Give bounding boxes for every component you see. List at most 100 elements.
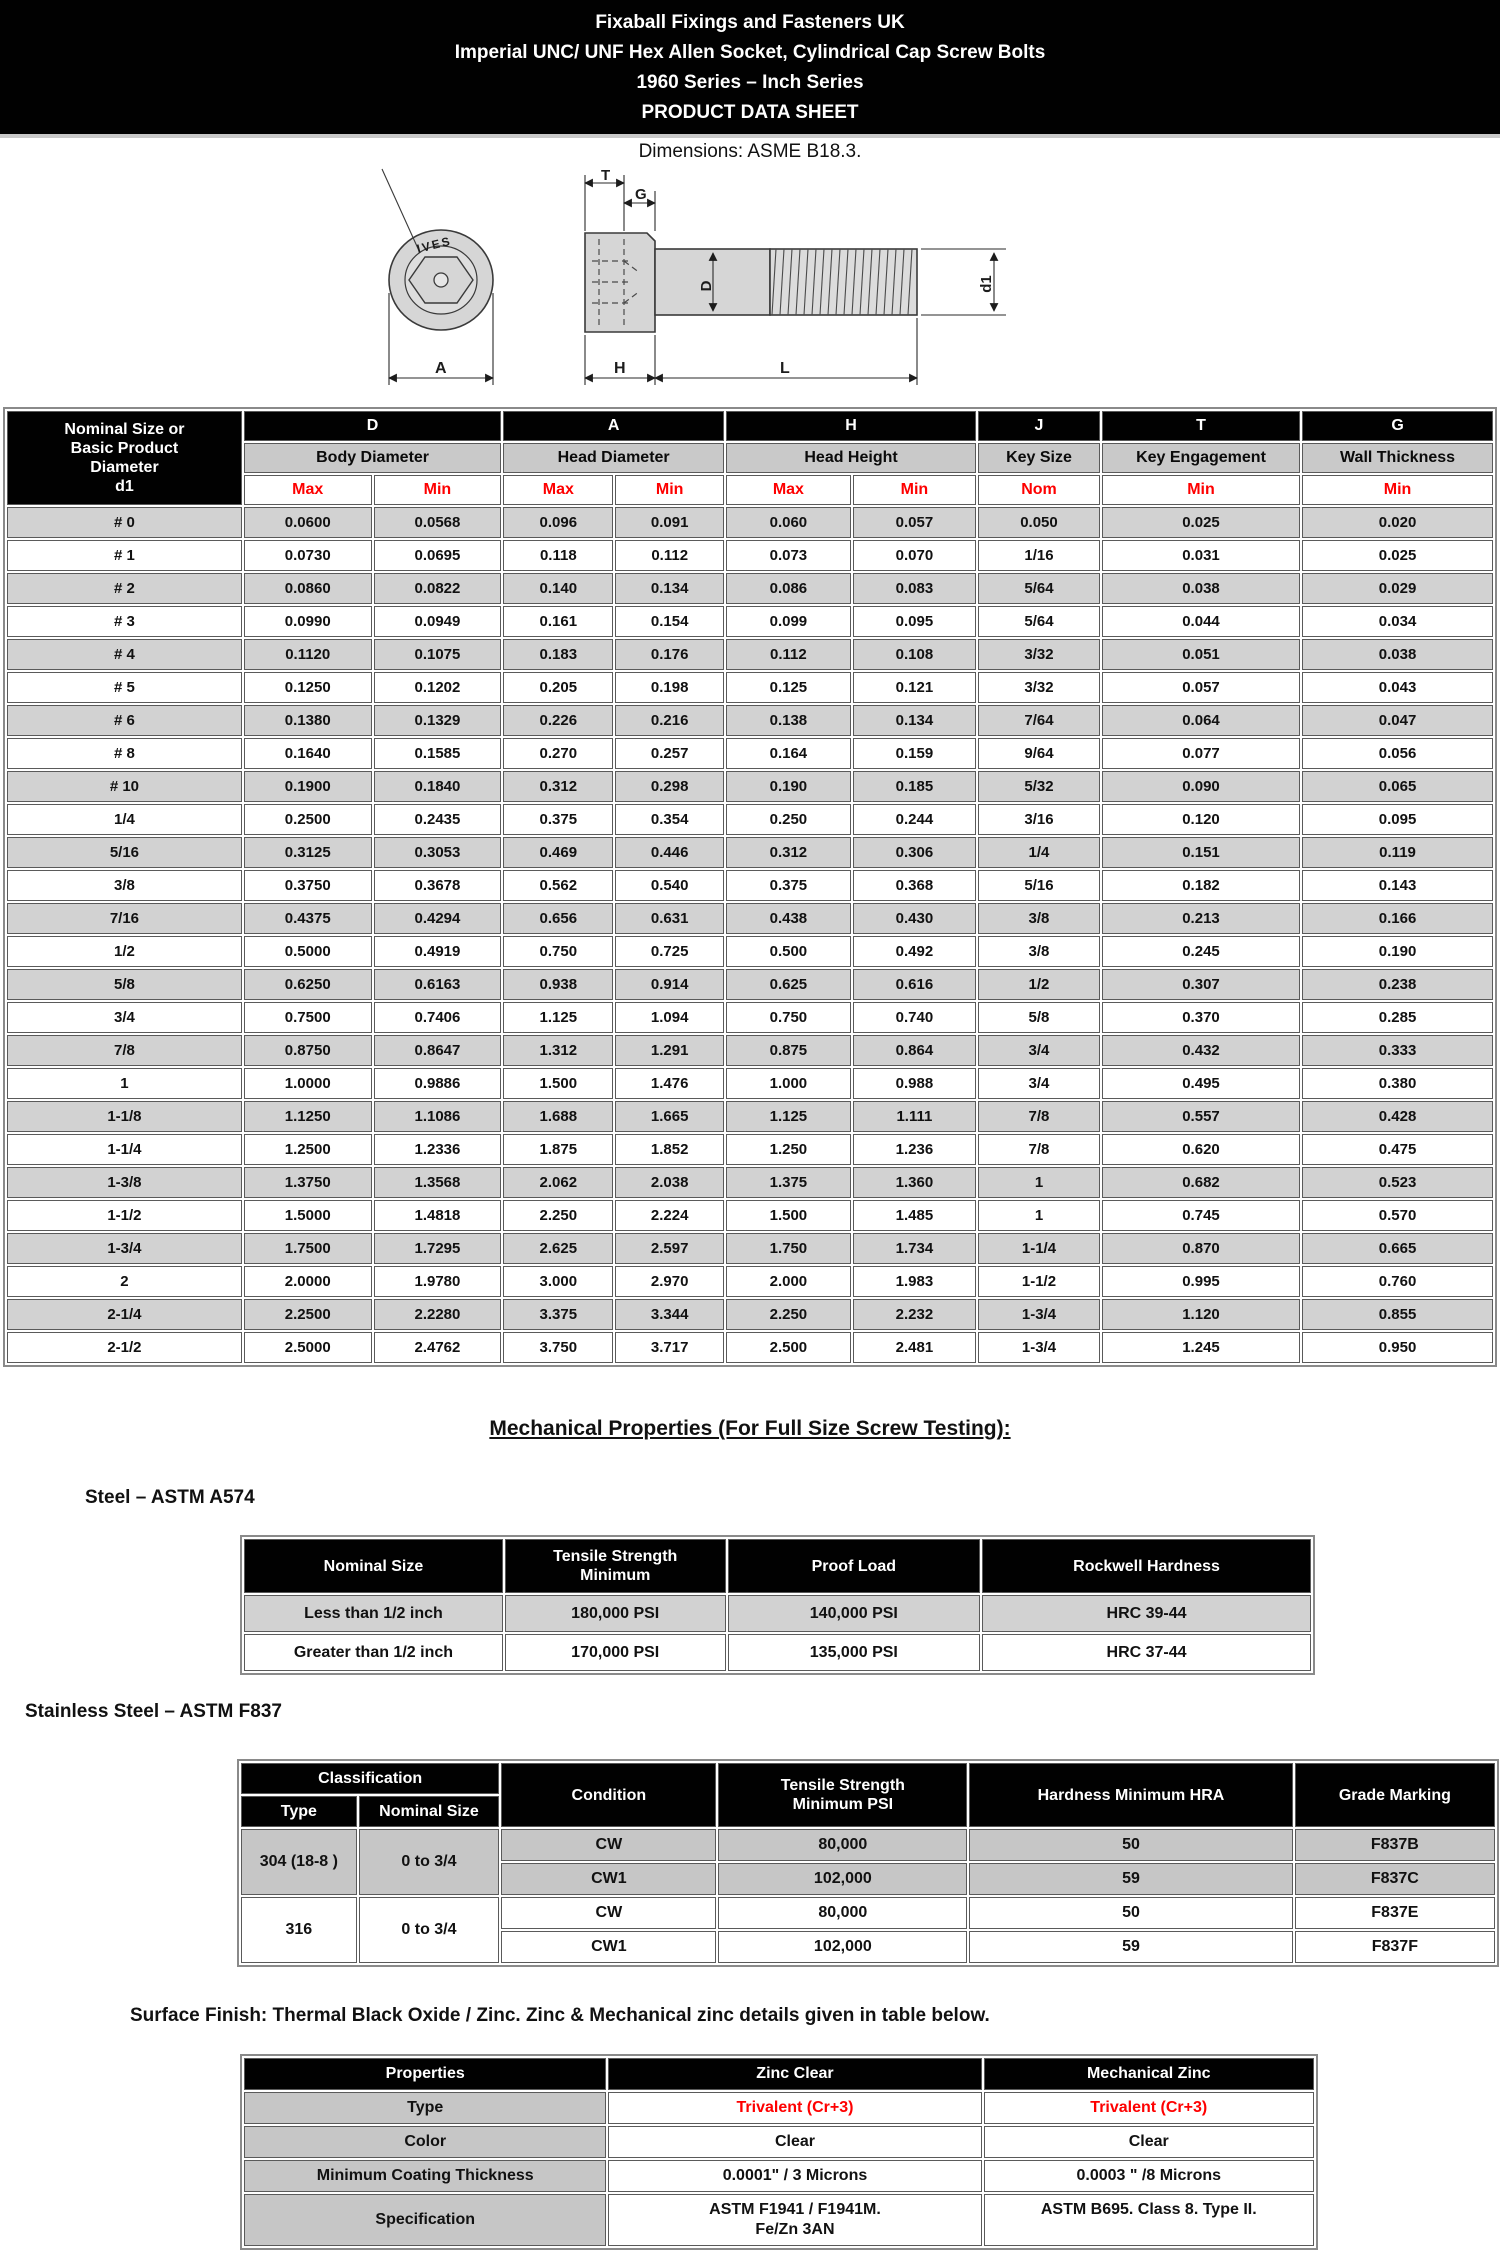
- surface-table-body: Type Trivalent (Cr+3) Trivalent (Cr+3) C…: [244, 2092, 1314, 2246]
- value-cell: 2.625: [503, 1233, 614, 1264]
- value-cell: 0.143: [1302, 870, 1493, 901]
- value-cell: 2.0000: [243, 1266, 372, 1297]
- value-cell: 1-1/4: [978, 1233, 1100, 1264]
- value-cell: 0.2500: [243, 804, 372, 835]
- value-cell: 0.1075: [373, 639, 502, 670]
- side-view: [584, 232, 918, 333]
- value-cell: 0.375: [503, 804, 614, 835]
- value-cell: 3/32: [978, 672, 1100, 703]
- nominal-size-cell: 1-3/8: [7, 1167, 242, 1198]
- ss-hardness-cell: 59: [969, 1863, 1293, 1895]
- ss-hardness-cell: 59: [969, 1931, 1293, 1963]
- value-cell: 0.428: [1302, 1101, 1493, 1132]
- sub-header: Min: [1101, 475, 1301, 505]
- dimension-table-row: 2-1/4 2.2500 2.2280 3.375 3.344 2.250 2.…: [7, 1299, 1493, 1330]
- surface-table-header: Properties Zinc Clear Mechanical Zinc: [244, 2058, 1314, 2090]
- value-cell: 0.4919: [373, 936, 502, 967]
- ss-grade-cell: F837E: [1294, 1897, 1495, 1929]
- value-cell: 0.198: [615, 672, 724, 703]
- corner-line: Basic Product: [70, 440, 179, 457]
- nominal-size-cell: # 3: [7, 606, 242, 637]
- value-cell: 3.750: [503, 1332, 614, 1363]
- value-cell: 0.216: [615, 705, 724, 736]
- dimension-label-d: D: [698, 280, 715, 291]
- value-cell: 0.257: [615, 738, 724, 769]
- steel-size-cell: Greater than 1/2 inch: [244, 1634, 503, 1671]
- value-cell: 1: [978, 1167, 1100, 1198]
- value-cell: 2.970: [615, 1266, 724, 1297]
- steel-tensile-cell: 180,000 PSI: [504, 1595, 726, 1632]
- value-cell: 3/4: [978, 1035, 1100, 1066]
- dimension-table-row: 1-3/4 1.7500 1.7295 2.625 2.597 1.750 1.…: [7, 1233, 1493, 1264]
- value-cell: 0.5000: [243, 936, 372, 967]
- value-cell: 1-3/4: [978, 1299, 1100, 1330]
- steel-col-proof-load: Proof Load: [727, 1539, 981, 1593]
- col-letter-t: T: [1101, 411, 1301, 441]
- dimension-table-row: 1/2 0.5000 0.4919 0.750 0.725 0.500 0.49…: [7, 936, 1493, 967]
- value-cell: 9/64: [978, 738, 1100, 769]
- sub-header: Min: [852, 475, 977, 505]
- value-cell: 1.375: [726, 1167, 851, 1198]
- dimension-label-t: T: [601, 167, 610, 184]
- dimension-table-row: # 4 0.1120 0.1075 0.183 0.176 0.112 0.10…: [7, 639, 1493, 670]
- value-cell: 0.095: [852, 606, 977, 637]
- ss-grade-cell: F837F: [1294, 1931, 1495, 1963]
- steel-table-header: Nominal Size Tensile Strength Minimum Pr…: [244, 1539, 1311, 1593]
- header-line: Minimum PSI: [792, 1796, 894, 1813]
- value-cell: 1.983: [852, 1266, 977, 1297]
- nominal-size-cell: # 2: [7, 573, 242, 604]
- value-cell: 0.1329: [373, 705, 502, 736]
- value-cell: 0.3750: [243, 870, 372, 901]
- value-cell: 0.495: [1101, 1068, 1301, 1099]
- nominal-size-cell: 5/8: [7, 969, 242, 1000]
- value-cell: 0.070: [852, 540, 977, 571]
- value-cell: 0.1840: [373, 771, 502, 802]
- ss-col-tensile: Tensile Strength Minimum PSI: [718, 1763, 968, 1827]
- value-cell: 0.0568: [373, 507, 502, 538]
- header-line: Minimum: [580, 1567, 651, 1584]
- value-cell: 1.3750: [243, 1167, 372, 1198]
- value-cell: 0.108: [852, 639, 977, 670]
- ss-hardness-cell: 50: [969, 1897, 1293, 1929]
- sf-color-mech-value: Clear: [983, 2126, 1314, 2158]
- mechanical-properties-heading: Mechanical Properties (For Full Size Scr…: [489, 1417, 1011, 1440]
- value-cell: 5/8: [978, 1002, 1100, 1033]
- steel-tensile-cell: 170,000 PSI: [504, 1634, 726, 1671]
- value-cell: 1.2500: [243, 1134, 372, 1165]
- ss-tensile-cell: 102,000: [718, 1863, 968, 1895]
- value-cell: 0.8647: [373, 1035, 502, 1066]
- sub-header: Min: [373, 475, 502, 505]
- value-cell: 0.238: [1302, 969, 1493, 1000]
- nominal-size-cell: 1/4: [7, 804, 242, 835]
- value-cell: 0.161: [503, 606, 614, 637]
- value-cell: 1.0000: [243, 1068, 372, 1099]
- value-cell: 0.190: [1302, 936, 1493, 967]
- value-cell: 0.185: [852, 771, 977, 802]
- value-cell: 1-3/4: [978, 1332, 1100, 1363]
- value-cell: 0.096: [503, 507, 614, 538]
- value-cell: 1.750: [726, 1233, 851, 1264]
- company-name: Fixaball Fixings and Fasteners UK: [595, 12, 905, 33]
- dimension-table-row: 2 2.0000 1.9780 3.000 2.970 2.000 1.983 …: [7, 1266, 1493, 1297]
- value-cell: 0.375: [726, 870, 851, 901]
- value-cell: 0.057: [1101, 672, 1301, 703]
- value-cell: 0.065: [1302, 771, 1493, 802]
- value-cell: 7/64: [978, 705, 1100, 736]
- value-cell: 0.0730: [243, 540, 372, 571]
- value-cell: 0.086: [726, 573, 851, 604]
- col-letter-h: H: [726, 411, 977, 441]
- value-cell: 5/32: [978, 771, 1100, 802]
- sub-header: Max: [243, 475, 372, 505]
- value-cell: 0.047: [1302, 705, 1493, 736]
- value-cell: 0.740: [852, 1002, 977, 1033]
- nominal-size-cell: 2: [7, 1266, 242, 1297]
- value-cell: 0.750: [503, 936, 614, 967]
- value-cell: 1.111: [852, 1101, 977, 1132]
- value-cell: 0.057: [852, 507, 977, 538]
- value-cell: 0.682: [1101, 1167, 1301, 1198]
- dimension-lines: [388, 175, 1006, 385]
- value-cell: 2.000: [726, 1266, 851, 1297]
- value-cell: 2.062: [503, 1167, 614, 1198]
- value-cell: 0.306: [852, 837, 977, 868]
- value-cell: 0.120: [1101, 804, 1301, 835]
